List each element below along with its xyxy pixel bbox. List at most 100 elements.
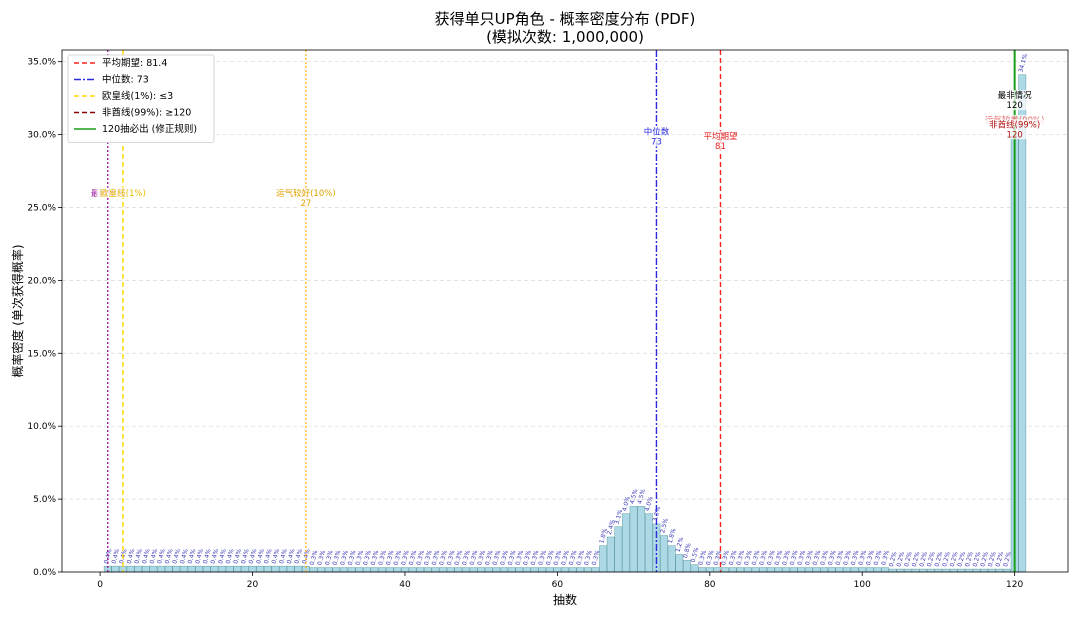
bar-value-label: 0.3% [453, 549, 464, 566]
bar [157, 565, 165, 573]
bar-value-label: 0.3% [377, 549, 388, 566]
annotation-background [643, 126, 669, 137]
bar [744, 567, 752, 573]
bar-value-label: 0.2% [987, 551, 998, 568]
bar-value-label: 0.3% [560, 549, 571, 566]
plot-frame [61, 49, 1069, 573]
bar-value-label: 0.4% [194, 548, 205, 565]
bar-value-label: 0.3% [507, 549, 518, 566]
bar-value-label: 0.3% [461, 549, 472, 566]
bar-value-label: 0.3% [796, 549, 807, 566]
bar-value-label: 0.2% [934, 551, 945, 568]
bar [705, 567, 714, 573]
bar-value-label: 0.3% [324, 549, 335, 566]
bar [995, 568, 1004, 573]
bar-value-label: 34.1% [1017, 53, 1029, 74]
bar [698, 567, 707, 573]
bar-value-label: 0.4% [179, 548, 190, 565]
bar [324, 567, 333, 573]
y-axis-label: 概率密度 (单次获得概率) [10, 244, 25, 377]
bar [385, 567, 394, 573]
bar-value-label: 0.5% [690, 546, 701, 563]
x-tick-label: 60 [552, 580, 564, 590]
bar-value-label: 0.3% [438, 549, 449, 566]
legend-label: 非酋线(99%): ≥120 [102, 107, 191, 119]
legend-label: 120抽必出 (修正规则) [102, 123, 197, 135]
bar [721, 567, 729, 573]
bar-value-label: 0.2% [941, 551, 952, 568]
bar [873, 567, 882, 573]
annotation-label: 中位数 [644, 127, 670, 138]
bar-value-label: 0.3% [332, 549, 343, 566]
bar [477, 567, 486, 573]
bar-value-label: 0.3% [370, 549, 381, 566]
bar-value-label: 0.2% [918, 551, 929, 568]
bar [965, 568, 973, 573]
bar-value-label: 0.4% [149, 548, 160, 565]
bar [446, 567, 455, 573]
bar-value-label: 0.2% [995, 551, 1006, 568]
y-tick-label: 10.0% [27, 422, 56, 432]
bar-value-label: 0.3% [789, 549, 800, 566]
x-tick-label: 20 [247, 580, 259, 590]
legend-box [67, 54, 215, 143]
bar-value-label: 0.3% [431, 549, 442, 566]
bar [911, 568, 920, 573]
annotation-label: 最非情况 [998, 90, 1033, 101]
bar [126, 565, 135, 573]
bar [820, 567, 828, 573]
bar-value-label: 0.4% [255, 548, 266, 565]
bar-value-label: 0.3% [728, 549, 739, 566]
bar [393, 567, 402, 573]
bar-value-label: 0.3% [743, 549, 754, 566]
y-tick-label: 15.0% [27, 349, 56, 359]
bar [256, 565, 265, 573]
bar-value-label: 0.2% [896, 551, 907, 568]
bar-value-label: 0.4% [248, 548, 259, 565]
legend-label: 欧皇线(1%): ≤3 [102, 90, 173, 102]
bar-value-label: 0.4% [217, 548, 228, 565]
bar-value-label: 0.3% [575, 549, 586, 566]
bar [865, 567, 874, 573]
x-tick-label: 100 [854, 580, 871, 590]
bar [225, 565, 234, 573]
bar [241, 565, 249, 573]
bar-value-label: 0.4% [232, 548, 243, 565]
bar-value-label: 0.4% [240, 548, 251, 565]
x-axis-label: 抽数 [553, 592, 577, 607]
x-axis-ticks: 0 20 40 60 80 100 120 [97, 572, 1024, 590]
y-tick-label: 0.0% [33, 568, 56, 578]
bar-value-label: 0.4% [286, 548, 297, 565]
bar [294, 565, 303, 573]
bar [629, 506, 638, 573]
bar-value-label: 3.3% [652, 506, 663, 523]
annotation-background [1002, 100, 1028, 111]
legend-label: 中位数: 73 [102, 74, 149, 86]
bar [279, 565, 287, 573]
bar-value-label: 0.8% [682, 542, 693, 559]
bar [599, 545, 607, 573]
annotations: 中位数73平均期望81最非情况120运气较差(90%)非酋线(99%)120最欧… [91, 90, 1049, 209]
bar [972, 568, 981, 573]
bar [500, 567, 508, 573]
bar-value-label: 2.4% [606, 519, 617, 536]
bar [195, 565, 204, 573]
bar-value-label: 0.3% [751, 549, 762, 566]
bar-value-label: 0.3% [758, 549, 769, 566]
bar [827, 567, 836, 573]
bar-value-label: 0.3% [537, 549, 548, 566]
bar-value-label: 0.3% [697, 549, 708, 566]
bar-value-label: 0.3% [583, 549, 594, 566]
annotation-label: 运气较好(10%) [276, 188, 336, 199]
annotation-background [296, 197, 315, 208]
bar-value-label: 1.2% [674, 536, 685, 553]
bar [362, 567, 371, 573]
bar [164, 565, 173, 573]
bar-value-label: 0.3% [819, 549, 830, 566]
bar-value-label: 0.3% [393, 549, 404, 566]
bar [462, 567, 470, 573]
bar [835, 567, 844, 573]
bar [553, 567, 562, 573]
bar [378, 567, 386, 573]
bar [332, 567, 341, 573]
